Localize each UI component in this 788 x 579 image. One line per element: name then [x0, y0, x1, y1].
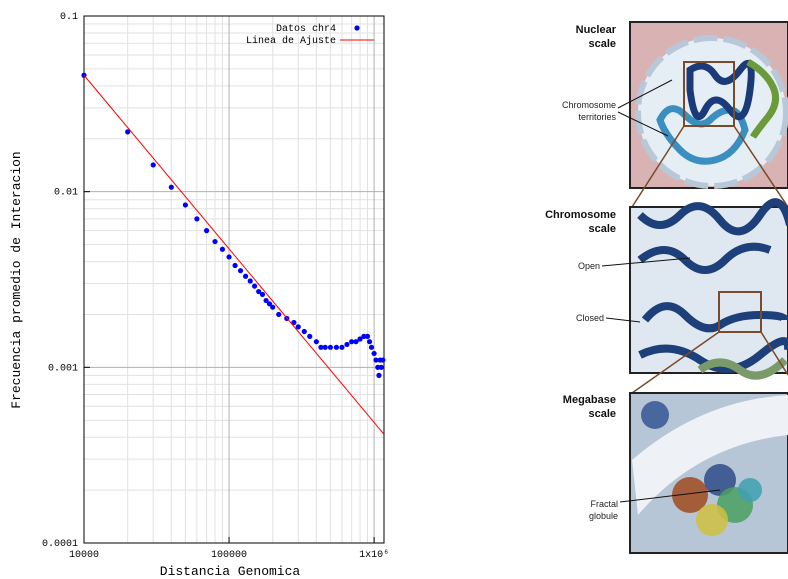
data-point [203, 228, 210, 234]
zoom-line [733, 125, 788, 208]
globule [704, 464, 736, 496]
data-point [150, 162, 156, 168]
data-point [194, 216, 200, 222]
legend-label: Datos chr4 [276, 23, 336, 35]
data-point [366, 339, 373, 345]
region [632, 395, 788, 515]
globule [738, 478, 762, 502]
label: Closed [576, 313, 604, 323]
data-point [295, 324, 301, 330]
label: Open [578, 261, 600, 271]
x-tick-label: 1x10⁶ [359, 550, 389, 561]
globule [696, 504, 728, 536]
y-tick-label: 0.001 [48, 363, 78, 374]
data-point [380, 357, 386, 363]
territory [686, 59, 755, 121]
data-point [357, 336, 363, 342]
pointer [617, 79, 673, 109]
data-point [247, 278, 253, 284]
data-point [378, 364, 384, 370]
data-point [371, 350, 377, 357]
data-point [318, 344, 324, 350]
y-tick-label: 0.0001 [42, 539, 78, 550]
data-point [349, 339, 355, 345]
territory [746, 58, 780, 139]
x-axis-label: Distancia Genomica [160, 564, 301, 579]
panel-title: scale [588, 223, 616, 235]
label: territories [578, 112, 616, 122]
data-point [263, 297, 269, 304]
pointer [601, 257, 691, 267]
data-point [327, 344, 334, 350]
data-point [353, 339, 359, 345]
plot-area [84, 16, 384, 543]
label: Chromosome [562, 100, 616, 110]
legend-swatch [354, 25, 360, 31]
data-point [125, 129, 131, 135]
data-point [226, 254, 232, 260]
data-point [333, 344, 340, 350]
legend-label: Linea de Ajuste [246, 35, 336, 47]
data-point [212, 238, 218, 245]
chromatin [637, 198, 788, 373]
pointer [605, 317, 641, 323]
data-point [182, 202, 188, 208]
data-point [339, 344, 345, 350]
data-point [232, 262, 238, 269]
zoom-box [683, 61, 735, 127]
data-point [259, 291, 266, 298]
chromatin [697, 357, 788, 380]
label: globule [589, 511, 618, 521]
data-point [322, 344, 328, 350]
y-tick-label: 0.01 [54, 188, 78, 199]
pointer [619, 489, 721, 503]
panel-title: Chromosome [545, 209, 616, 221]
data-point [291, 319, 297, 326]
chart: 10000 100000 1x10⁶ 0.0001 0.001 0.01 0.1 Datos … [42, 12, 389, 561]
data-point [219, 246, 226, 252]
diagram: Nuclear scale Chromosome territories Chr… [545, 21, 788, 554]
data-point [276, 311, 282, 318]
x-tick-label: 100000 [211, 550, 247, 561]
data-point [266, 301, 273, 307]
panel-title: Megabase [563, 394, 616, 406]
data-point [361, 333, 367, 339]
data-point [301, 328, 307, 335]
data-point [313, 339, 319, 345]
data-point [307, 333, 313, 339]
zoom-line [631, 331, 720, 394]
data-point [237, 268, 244, 274]
data-point [168, 184, 174, 190]
data-point [256, 288, 262, 295]
globule [672, 477, 708, 513]
panel-title: Nuclear [576, 24, 617, 36]
data-point [368, 344, 375, 350]
zoom-line [631, 125, 685, 208]
data-point [376, 372, 382, 378]
panel [629, 206, 788, 374]
data-point [373, 357, 379, 363]
fit-line [83, 74, 385, 435]
data-point [270, 304, 276, 310]
data-point [242, 273, 249, 279]
data-point [344, 341, 350, 348]
globule [641, 401, 669, 429]
y-tick-label: 0.1 [60, 12, 78, 23]
zoom-line [760, 331, 788, 376]
y-axis-label: Frecuencia promedio de Interacion [9, 151, 24, 408]
zoom-box [718, 291, 762, 333]
data-point [251, 283, 258, 289]
data-point [364, 333, 371, 339]
panel-title: scale [588, 38, 616, 50]
panel-title: scale [588, 408, 616, 420]
plot-frame [83, 15, 385, 544]
pointer [617, 111, 669, 137]
x-tick-label: 10000 [69, 550, 99, 561]
label: Fractal [590, 499, 618, 509]
